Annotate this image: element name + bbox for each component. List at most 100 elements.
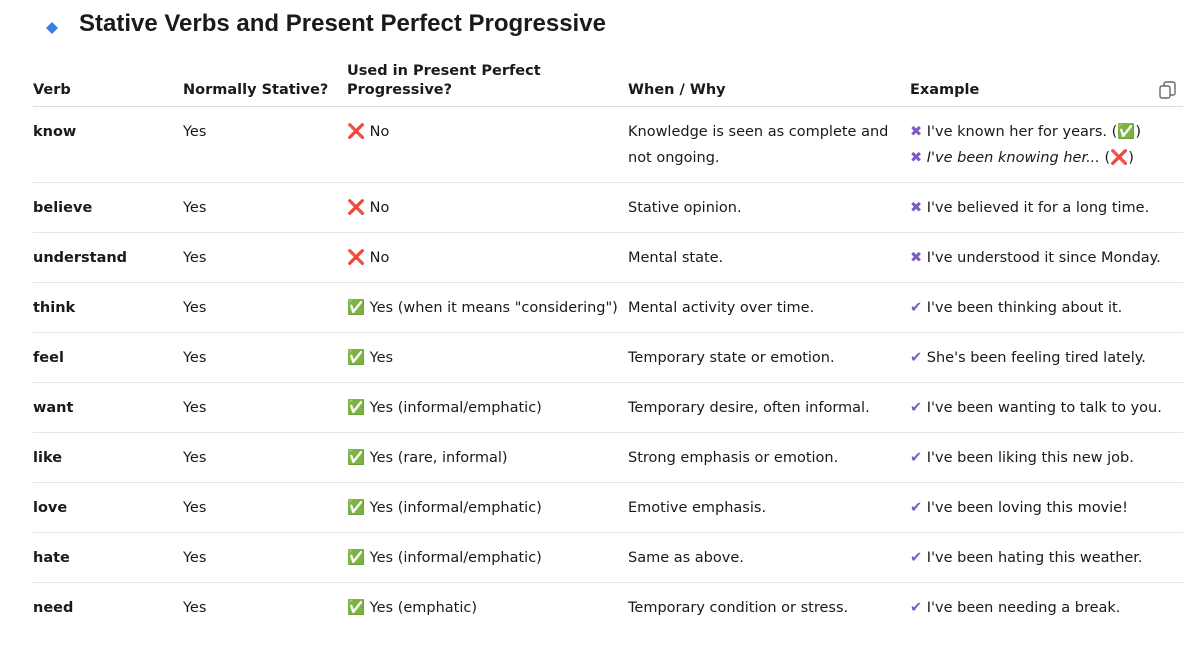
progressive-cell: ✅ Yes (when it means "considering") [347,282,628,333]
icon: ✔ [910,350,923,366]
stative-cell: Yes [183,182,347,233]
stative-cell: Yes [183,332,347,383]
icon: ✔ [910,600,923,616]
icon: ✅ [347,450,366,466]
text-segment: No [365,124,390,140]
icon: ✖ [910,124,923,140]
example-line: ✔ I've been wanting to talk to you. [910,395,1183,421]
text-segment: Yes (informal/emphatic) [365,400,542,416]
icon: ✖ [910,200,923,216]
why-cell: Same as above. [628,532,910,583]
example-line: ✔ I've been hating this weather. [910,545,1183,571]
progressive-cell: ❌ No [347,106,628,183]
progressive-cell: ✅ Yes [347,332,628,383]
icon: ✖ [910,250,923,266]
example-cell: ✔ I've been liking this new job. [910,432,1183,483]
stative-cell: Yes [183,106,347,183]
text-segment: ( [1099,150,1111,166]
progressive-cell: ✅ Yes (informal/emphatic) [347,382,628,433]
icon: ❌ [347,200,366,216]
text-segment: No [365,200,390,216]
progressive-cell: ✅ Yes (informal/emphatic) [347,532,628,583]
text-segment: I've been loving this movie! [922,500,1128,516]
column-header: Verb [33,62,183,107]
icon: ❌ [1110,150,1129,166]
title: Stative Verbs and Present Perfect Progre… [79,10,606,37]
icon: ✅ [347,400,366,416]
text-segment: ) [1135,124,1141,140]
table-row: hate Yes ✅ Yes (informal/emphatic) Same as … [33,532,1183,583]
example-line: ✖ I've believed it for a long time. [910,195,1183,221]
icon: ✔ [910,550,923,566]
verb-cell: like [33,432,183,483]
text-segment: No [365,250,390,266]
icon: ✔ [910,400,923,416]
why-cell: Mental state. [628,232,910,283]
progressive-cell: ❌ No [347,232,628,283]
example-cell: ✔ I've been hating this weather. [910,532,1183,583]
text-segment: I've believed it for a long time. [922,200,1150,216]
table: Verb Normally Stative? Used in Present Per… [33,62,1183,632]
verb-cell: want [33,382,183,433]
example-cell: ✔ I've been thinking about it. [910,282,1183,333]
text-segment: I've understood it since Monday. [922,250,1161,266]
text-segment: Yes (when it means "considering") [365,300,618,316]
text-segment: Yes [365,350,394,366]
stative-cell: Yes [183,282,347,333]
text-segment: Yes (emphatic) [365,600,478,616]
example-cell: ✔ She's been feeling tired lately. [910,332,1183,383]
example-line: ✖ I've been knowing her... (❌) [910,145,1183,171]
example-cell: ✔ I've been needing a break. [910,583,1183,633]
example-line: ✔ I've been loving this movie! [910,495,1183,521]
example-line: ✖ I've known her for years. (✅) [910,119,1183,145]
icon: ✅ [347,550,366,566]
icon: ✔ [910,450,923,466]
why-cell: Emotive emphasis. [628,482,910,533]
text-segment: I've been needing a break. [922,600,1121,616]
icon: ❌ [347,250,366,266]
why-cell: Temporary condition or stress. [628,600,849,616]
table-row: need Yes ✅ Yes (emphatic) Temporary conditi… [33,583,1183,633]
table-row: feel Yes ✅ Yes Temporary state or emotion. ✔… [33,332,1183,383]
example-cell: ✖ I've known her for years. (✅) ✖ I've be… [910,106,1183,183]
column-header: Normally Stative? [183,62,347,107]
why-cell: Temporary desire, often informal. [628,382,910,433]
example-line: ✔ She's been feeling tired lately. [910,345,1183,371]
example-line: ✔ I've been needing a break. [910,595,1183,621]
text-segment: Yes (informal/emphatic) [365,550,542,566]
verb-cell: need [33,600,74,616]
text-segment: I've been hating this weather. [922,550,1143,566]
why-cell: Strong emphasis or emotion. [628,432,910,483]
text-segment: I've been knowing her... [926,150,1100,166]
verb-cell: love [33,482,183,533]
text-segment: I've been wanting to talk to you. [922,400,1162,416]
example-line: ✔ I've been thinking about it. [910,295,1183,321]
icon: ✅ [347,500,366,516]
example-line: ✔ I've been liking this new job. [910,445,1183,471]
bullet-icon [46,22,58,34]
table-row: love Yes ✅ Yes (informal/emphatic) Emotive … [33,482,1183,533]
progressive-cell: ❌ No [347,182,628,233]
icon: ✔ [910,300,923,316]
example-line: ✖ I've understood it since Monday. [910,245,1183,271]
text-segment: She's been feeling tired lately. [922,350,1146,366]
text-segment: I've been thinking about it. [922,300,1123,316]
verb-cell: understand [33,232,183,283]
progressive-cell: ✅ Yes (rare, informal) [347,432,628,483]
header-row: Verb Normally Stative? Used in Present Per… [33,62,1183,107]
verb-cell: feel [33,332,183,383]
column-header: Example [910,62,1183,107]
stative-cell: Yes [183,600,207,616]
verb-cell: believe [33,182,183,233]
icon: ❌ [347,124,366,140]
table-row: know Yes ❌ No Knowledge is seen as complete… [33,106,1183,183]
verb-cell: think [33,282,183,333]
verb-cell: know [33,106,183,183]
why-cell: Stative opinion. [628,182,910,233]
icon: ✖ [910,150,923,166]
text-segment: I've known her for years. ( [922,124,1118,140]
column-header: Used in Present Perfect Progressive? [347,62,628,107]
table-row: like Yes ✅ Yes (rare, informal) Strong emph… [33,432,1183,483]
progressive-cell: ✅ Yes (informal/emphatic) [347,482,628,533]
